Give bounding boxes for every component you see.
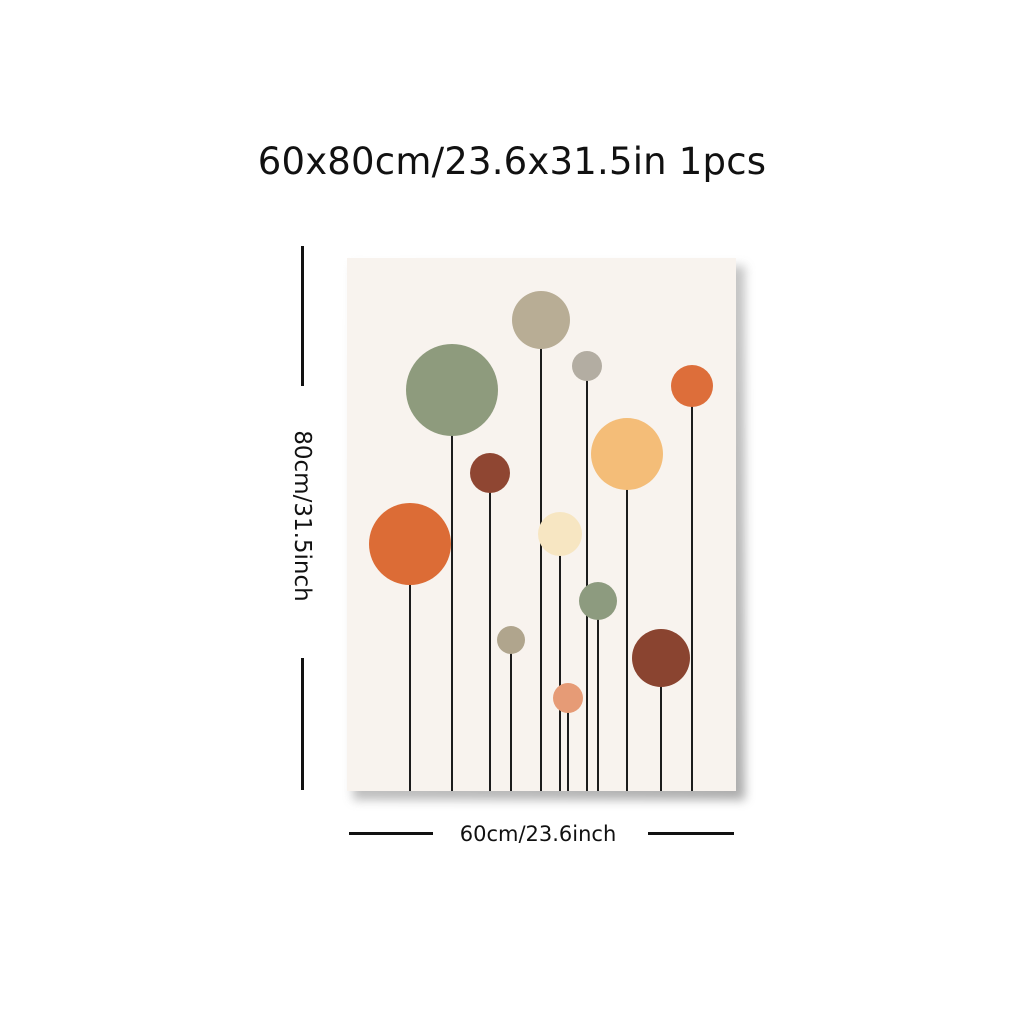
circle-brown-large	[632, 629, 690, 687]
height-dimension-label: 80cm/31.5inch	[289, 430, 315, 602]
circle-taupe-small	[497, 626, 525, 654]
circle-sage-large	[406, 344, 498, 436]
circle-sage-small	[579, 582, 617, 620]
circle-brown-small	[470, 453, 510, 493]
height-dimension-line-top	[301, 246, 304, 386]
circle-gray-small	[572, 351, 602, 381]
height-dimension-line-bottom	[301, 658, 304, 790]
circle-cream	[538, 512, 582, 556]
canvas-print	[347, 258, 745, 800]
size-title: 60x80cm/23.6x31.5in 1pcs	[257, 140, 767, 183]
circle-orange-large	[369, 503, 451, 585]
circle-taupe-top	[512, 291, 570, 349]
width-dimension-line-left	[349, 832, 433, 835]
canvas-artwork	[347, 258, 736, 791]
width-dimension-line-right	[648, 832, 734, 835]
artwork-svg	[369, 291, 713, 791]
width-dimension-label: 60cm/23.6inch	[459, 822, 617, 846]
circle-salmon	[553, 683, 583, 713]
circle-peach	[591, 418, 663, 490]
circle-orange-top-right	[671, 365, 713, 407]
